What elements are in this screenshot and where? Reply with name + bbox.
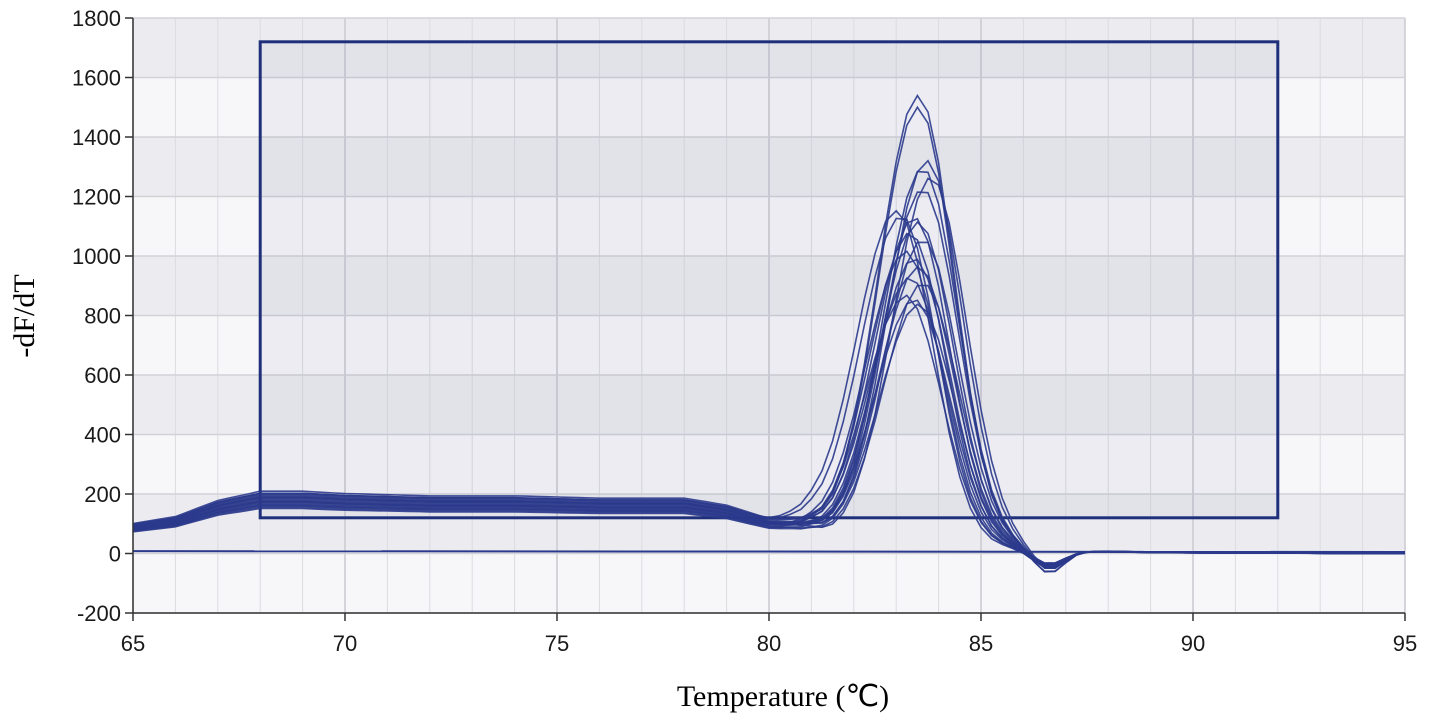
x-axis-title: Temperature (℃) <box>677 680 889 713</box>
baseline-line <box>132 550 1406 554</box>
y-axis-title: -dF/dT <box>8 274 41 357</box>
y-tick-label: 1600 <box>72 66 121 91</box>
y-tick-label: 0 <box>109 542 121 567</box>
series-line-20 <box>132 303 1405 564</box>
grid-lines <box>132 17 1406 614</box>
y-tick-label: 200 <box>84 482 121 507</box>
y-tick-label: -200 <box>77 601 121 626</box>
y-tick-label: 1200 <box>72 185 121 210</box>
y-tick-label: 1800 <box>72 6 121 31</box>
y-tick-label: 600 <box>84 363 121 388</box>
x-tick-label: 85 <box>969 631 993 656</box>
selection-rectangle <box>258 40 1280 520</box>
y-tick-label: 1400 <box>72 125 121 150</box>
axes <box>125 17 1406 621</box>
y-tick-label: 400 <box>84 423 121 448</box>
x-tick-label: 80 <box>757 631 781 656</box>
selection-region <box>258 40 1280 520</box>
x-tick-label: 75 <box>545 631 569 656</box>
x-tick-label: 90 <box>1181 631 1205 656</box>
series-lines <box>132 94 1406 573</box>
y-tick-label: 800 <box>84 304 121 329</box>
x-tick-label: 70 <box>333 631 357 656</box>
x-tick-label: 95 <box>1393 631 1417 656</box>
y-tick-label: 1000 <box>72 244 121 269</box>
tick-labels: -200 0 200 400 600 800 1000 1200 1400 1600 1800 65 7… <box>72 6 1417 656</box>
x-tick-label: 65 <box>121 631 145 656</box>
